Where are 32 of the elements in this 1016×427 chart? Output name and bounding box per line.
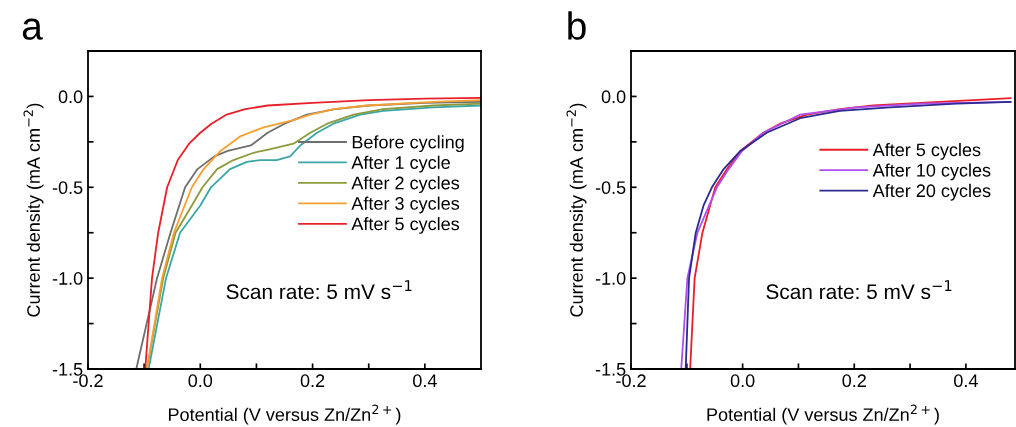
x-axis-title: Potential (V versus Zn/Zn$^{2+}$)	[168, 404, 401, 425]
y-tick-label: -1.5	[595, 363, 626, 376]
y-tick-label: 0.0	[58, 90, 83, 104]
chart-title: b	[568, 11, 586, 40]
x-tick-label: -0.2	[616, 374, 646, 388]
legend-label: After 5 cycles	[872, 142, 981, 160]
annotation: Scan rate: 5 mV s$^{−1}$	[766, 280, 952, 300]
x-tick-label: 0.2	[300, 374, 325, 388]
y-tick-label: -1.0	[595, 272, 626, 285]
x-tick-label: 0.4	[954, 374, 978, 388]
legend-label: After 20 cycles	[872, 183, 991, 201]
legend-label: Before cycling	[352, 135, 464, 153]
y-tick-label: -1.5	[52, 363, 83, 376]
y-tick-label: -0.5	[52, 181, 83, 195]
x-tick-label: -0.2	[73, 374, 103, 388]
y-tick-label: -1.0	[52, 272, 83, 285]
x-tick-label: 0.2	[842, 374, 866, 388]
y-axis-title: Current density (mA cm$^{−2}$)	[566, 103, 587, 317]
y-axis-title: Current density (mA cm$^{−2}$)	[23, 103, 44, 317]
annotation: Scan rate: 5 mV s$^{−1}$	[226, 280, 412, 300]
legend-label: After 3 cycles	[351, 196, 460, 214]
x-tick-label: 0.0	[730, 374, 755, 388]
x-axis-title: Potential (V versus Zn/Zn$^{2+}$)	[707, 404, 939, 425]
legend-label: After 1 cycle	[351, 155, 450, 173]
legend-label: After 5 cycles	[351, 217, 460, 234]
y-tick-label: 0.0	[601, 90, 626, 104]
x-tick-label: 0.0	[188, 374, 213, 388]
legend-label: After 2 cycles	[351, 176, 460, 193]
chart-title: a	[22, 18, 43, 40]
y-tick-label: -0.5	[595, 181, 626, 195]
legend-label: After 10 cycles	[872, 163, 991, 181]
x-tick-label: 0.4	[413, 374, 437, 388]
